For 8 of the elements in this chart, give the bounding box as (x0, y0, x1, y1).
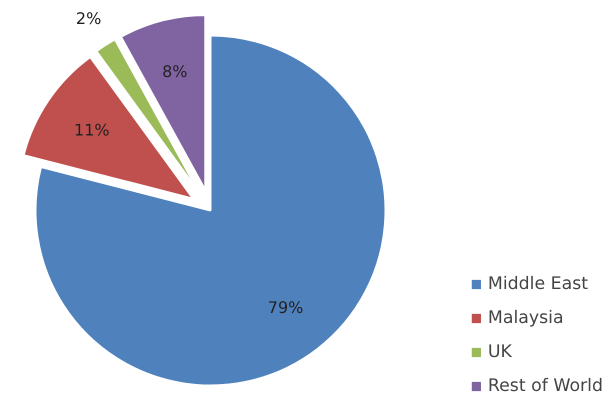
data-label: 2% (76, 8, 102, 28)
legend-label: UK (488, 342, 512, 362)
legend-label: Middle East (488, 274, 588, 294)
data-label: 79% (268, 298, 304, 317)
legend-label: Malaysia (488, 308, 564, 328)
data-label: 8% (162, 62, 188, 82)
data-label: 11% (74, 120, 110, 140)
legend-label: Rest of World (488, 376, 603, 396)
